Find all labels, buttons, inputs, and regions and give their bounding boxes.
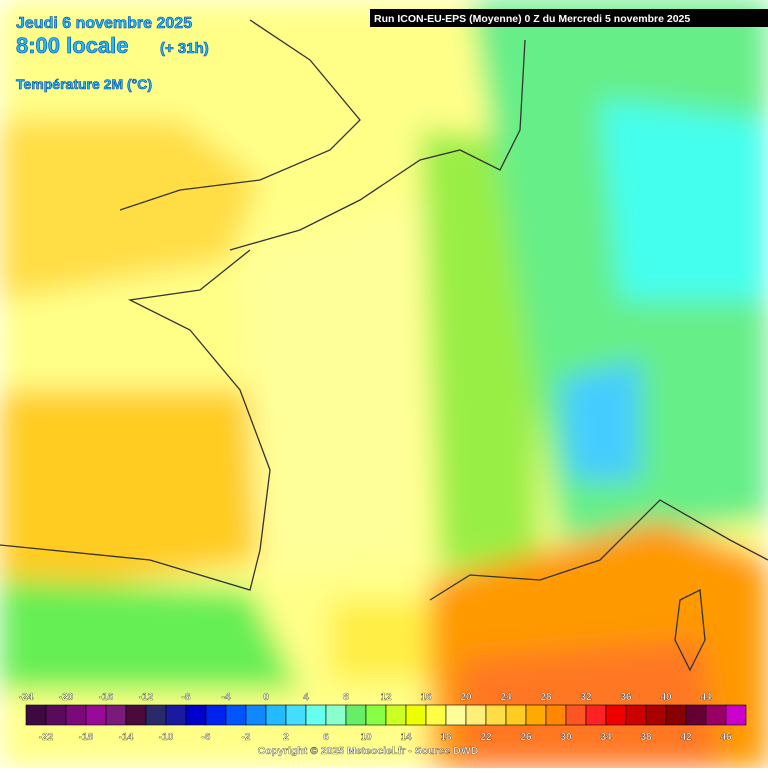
legend-label: -12 <box>139 692 154 703</box>
legend-swatch <box>485 704 507 726</box>
legend-label: 22 <box>480 732 492 743</box>
copyright: Copyright © 2025 Meteociel.fr - Source D… <box>258 745 479 757</box>
legend-swatch <box>505 704 527 726</box>
legend-swatch <box>325 704 347 726</box>
legend-label: 26 <box>520 732 532 743</box>
legend-swatch <box>145 704 167 726</box>
legend-swatch <box>645 704 667 726</box>
legend-label: -16 <box>99 692 114 703</box>
legend-swatch <box>605 704 627 726</box>
legend-swatch <box>685 704 707 726</box>
legend-label: -4 <box>222 692 231 703</box>
legend-swatch <box>665 704 687 726</box>
legend-label: 32 <box>580 692 592 703</box>
legend-label: 4 <box>303 692 309 703</box>
legend-swatch <box>245 704 267 726</box>
legend-swatch <box>445 704 467 726</box>
coastlines <box>0 19 768 672</box>
legend-label: 28 <box>540 692 552 703</box>
legend-swatch <box>725 704 747 726</box>
legend-label: 0 <box>263 692 269 703</box>
legend-label: 2 <box>283 732 289 743</box>
legend-label: 16 <box>420 692 432 703</box>
legend-swatch <box>165 704 187 726</box>
legend-label: 8 <box>343 692 349 703</box>
legend-label: -10 <box>159 732 174 743</box>
legend-label: -8 <box>182 692 191 703</box>
legend-swatch <box>345 704 367 726</box>
legend-swatch <box>105 704 127 726</box>
legend-label: 38 <box>640 732 652 743</box>
legend-label: 12 <box>380 692 392 703</box>
legend-swatch <box>265 704 287 726</box>
legend-swatch <box>25 704 47 726</box>
legend-label: 6 <box>323 732 329 743</box>
legend-label: -24 <box>19 692 34 703</box>
legend-swatch <box>365 704 387 726</box>
legend-swatch <box>185 704 207 726</box>
legend-swatch <box>545 704 567 726</box>
legend-label: -18 <box>79 732 94 743</box>
legend-label: -20 <box>59 692 74 703</box>
legend-label: 10 <box>360 732 372 743</box>
legend-swatch <box>65 704 87 726</box>
legend-swatch <box>285 704 307 726</box>
date: Jeudi 6 novembre 2025 <box>16 15 192 32</box>
legend-swatch <box>225 704 247 726</box>
offset: (+ 31h) <box>160 40 209 57</box>
legend-label: 36 <box>620 692 632 703</box>
legend-label: 46 <box>720 732 732 743</box>
legend-swatch <box>465 704 487 726</box>
legend: -24-22-20-18-16-14-12-10-8-6-4-202468101… <box>19 692 747 743</box>
run-info: Run ICON-EU-EPS (Moyenne) 0 Z du Mercred… <box>374 13 690 25</box>
legend-label: 40 <box>660 692 672 703</box>
legend-label: 34 <box>600 732 612 743</box>
legend-label: 18 <box>440 732 452 743</box>
legend-label: 24 <box>500 692 512 703</box>
legend-label: -14 <box>119 732 134 743</box>
legend-swatch <box>125 704 147 726</box>
legend-label: 20 <box>460 692 472 703</box>
legend-label: 14 <box>400 732 412 743</box>
legend-swatch <box>625 704 647 726</box>
legend-swatch <box>405 704 427 726</box>
legend-label: -22 <box>39 732 54 743</box>
legend-label: 42 <box>680 732 692 743</box>
legend-label: -2 <box>242 732 251 743</box>
legend-label: -6 <box>202 732 211 743</box>
legend-swatch <box>425 704 447 726</box>
legend-label: 44 <box>700 692 712 703</box>
time: 8:00 locale <box>16 33 129 58</box>
legend-swatch <box>565 704 587 726</box>
legend-swatch <box>585 704 607 726</box>
legend-swatch <box>525 704 547 726</box>
variable: Température 2M (°C) <box>16 76 152 92</box>
legend-swatch <box>85 704 107 726</box>
legend-swatch <box>45 704 67 726</box>
legend-label: 30 <box>560 732 572 743</box>
legend-swatch <box>705 704 727 726</box>
legend-swatch <box>205 704 227 726</box>
legend-swatch <box>305 704 327 726</box>
run-box <box>370 9 768 27</box>
legend-swatch <box>385 704 407 726</box>
